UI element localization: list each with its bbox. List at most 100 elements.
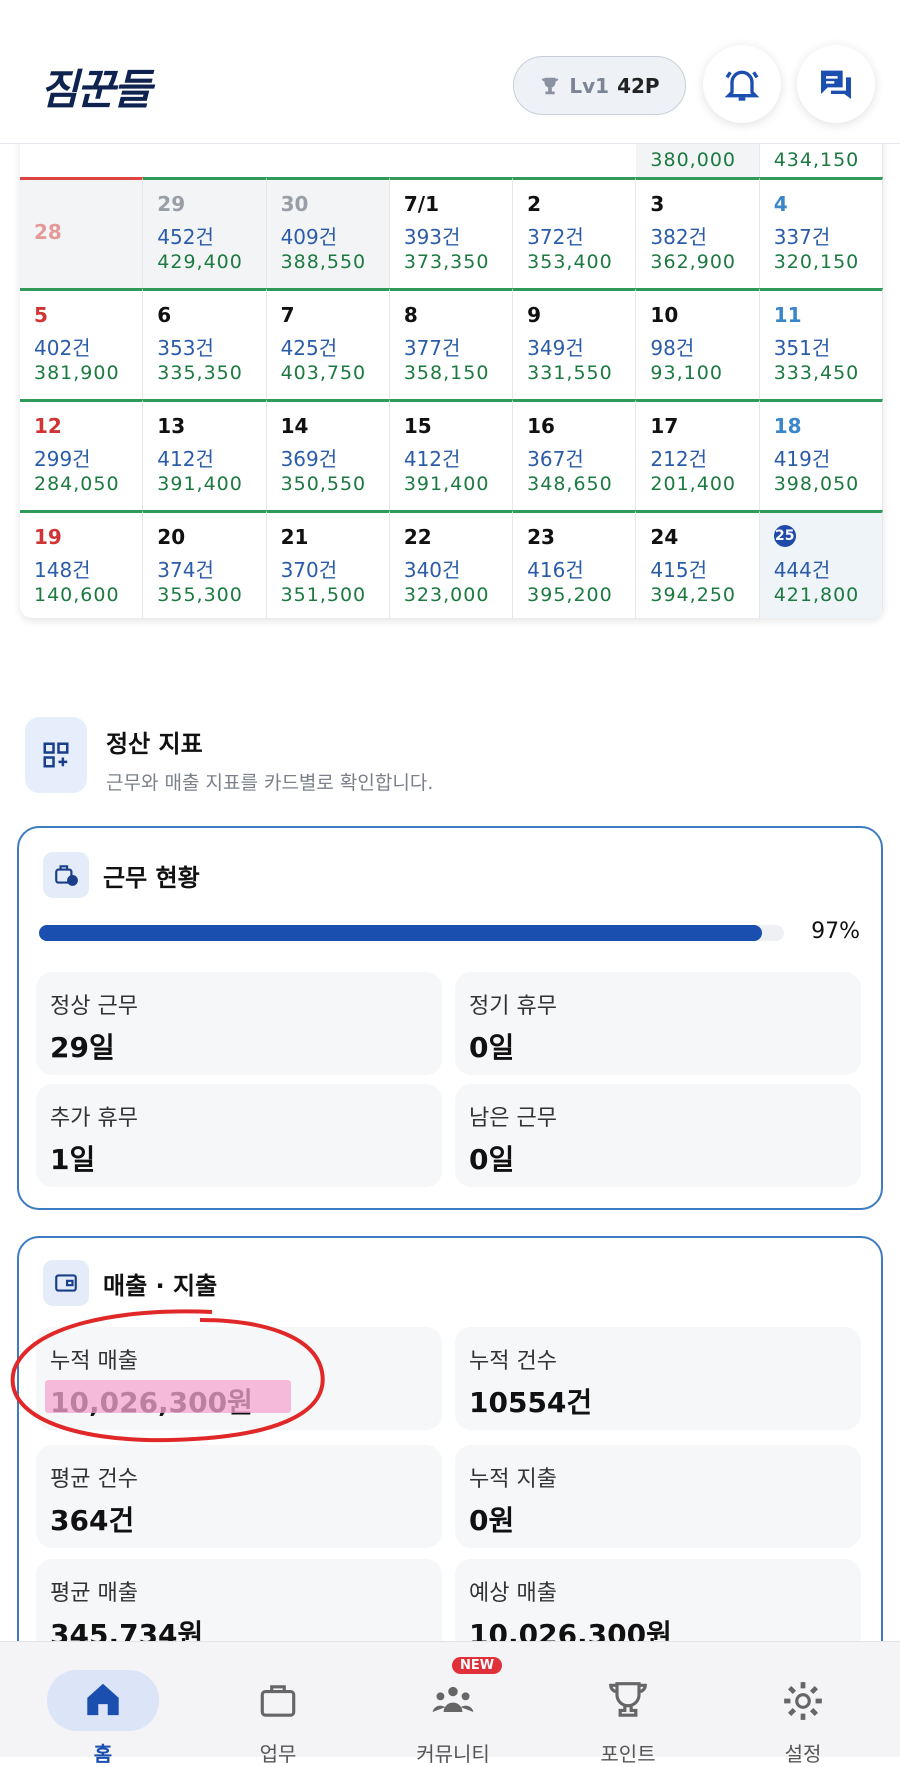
- calendar-cell[interactable]: 17 212건 201,400: [636, 399, 760, 510]
- day-count: 444건: [773, 558, 831, 582]
- calendar-cell[interactable]: 12 299건 284,050: [20, 399, 144, 510]
- calendar-cell[interactable]: 10 98건 93,100: [636, 288, 760, 399]
- day-count: 415건: [650, 558, 707, 582]
- calendar-cell[interactable]: 9 349건 331,550: [513, 288, 637, 399]
- day-amount: 388,550: [280, 251, 367, 273]
- nav-item[interactable]: 업무: [188, 1642, 368, 1766]
- stat-value: 364건: [50, 1504, 135, 1537]
- calendar-cell[interactable]: 18 419건 398,050: [759, 399, 883, 510]
- stat-box: 남은 근무 0일: [455, 1084, 861, 1187]
- calendar-cell[interactable]: 30 409건 388,550: [266, 177, 390, 288]
- day-amount: 391,400: [157, 473, 243, 495]
- stat-box: 추가 휴무 1일: [36, 1084, 442, 1187]
- day-amount: 348,650: [527, 473, 613, 495]
- day-number: 25: [773, 525, 796, 547]
- sales-icon: [43, 1260, 89, 1306]
- day-amount: 335,350: [157, 362, 243, 384]
- calendar-cell[interactable]: 2 372건 353,400: [513, 177, 637, 288]
- bell-icon: [724, 70, 760, 101]
- day-amount: 353,400: [527, 251, 613, 273]
- stat-label: 추가 휴무: [50, 1106, 138, 1131]
- day-count: 374건: [157, 558, 214, 582]
- progress-bar: [39, 925, 762, 941]
- calendar-cell[interactable]: 23 416건 395,200: [513, 510, 637, 618]
- calendar-cell[interactable]: 24 415건 394,250: [636, 510, 760, 618]
- calendar-cell[interactable]: 7/1 393건 373,350: [389, 177, 514, 288]
- day-amount: 398,050: [773, 473, 860, 495]
- day-count: 409건: [280, 225, 338, 249]
- calendar-cell[interactable]: 13 412건 391,400: [143, 399, 267, 510]
- annotation: [10, 1309, 325, 1443]
- day-count: 377건: [403, 336, 461, 360]
- calendar-cell[interactable]: 5 402건 381,900: [20, 288, 144, 399]
- day-number: 20: [157, 525, 186, 549]
- day-count: 337건: [773, 225, 831, 249]
- nav-item[interactable]: 커뮤니티: [363, 1642, 543, 1766]
- calendar-cell[interactable]: 7 425건 403,750: [266, 288, 390, 399]
- day-number: 11: [773, 303, 802, 327]
- day-number: 6: [157, 303, 172, 327]
- calendar-cell[interactable]: 25 444건 421,800: [759, 510, 883, 618]
- day-number: 23: [527, 525, 555, 549]
- notification-button[interactable]: [703, 45, 781, 123]
- day-amount: 331,550: [527, 362, 613, 384]
- day-count: 349건: [527, 336, 584, 360]
- section-title: 정산 지표: [106, 730, 203, 758]
- day-number: 24: [650, 525, 679, 549]
- calendar-cell[interactable]: 20 374건 355,300: [143, 510, 267, 618]
- card-title: 매출 · 지출: [103, 1272, 218, 1300]
- day-number: 28: [34, 220, 62, 244]
- calendar-cell[interactable]: 15 412건 391,400: [389, 399, 514, 510]
- day-amount: 434,150: [773, 149, 860, 171]
- stat-value: 0일: [469, 1143, 515, 1176]
- day-number: 30: [280, 192, 309, 216]
- calendar-cell[interactable]: 19 148건 140,600: [20, 510, 144, 618]
- calendar-cell[interactable]: 16 367건 348,650: [513, 399, 637, 510]
- calendar-cell[interactable]: 11 351건 333,450: [759, 288, 883, 399]
- stat-label: 누적 매출: [50, 1349, 138, 1374]
- progress-label: 97%: [811, 919, 860, 944]
- nav-item[interactable]: 포인트: [538, 1642, 718, 1766]
- stat-label: 남은 근무: [469, 1106, 557, 1131]
- logo[interactable]: 짐꾼들: [40, 65, 152, 114]
- day-number: 8: [403, 303, 418, 327]
- day-number: 2: [527, 192, 542, 216]
- stat-label: 정기 휴무: [469, 994, 557, 1019]
- nav-label: 홈: [93, 1742, 113, 1766]
- day-amount: 93,100: [650, 362, 723, 384]
- day-amount: 323,000: [403, 584, 490, 606]
- nav-item[interactable]: 설정: [713, 1642, 893, 1766]
- day-number: 5: [34, 303, 48, 327]
- calendar-cell[interactable]: 4 337건 320,150: [759, 177, 883, 288]
- stat-label: 평균 건수: [50, 1467, 138, 1492]
- day-number: 17: [650, 414, 679, 438]
- nav-label: 커뮤니티: [416, 1742, 490, 1766]
- stat-box: 누적 건수 10554건: [455, 1327, 861, 1430]
- stat-label: 예상 매출: [469, 1581, 557, 1606]
- calendar-cell[interactable]: 6 353건 335,350: [143, 288, 267, 399]
- nav-label: 설정: [784, 1742, 822, 1766]
- calendar-cell[interactable]: 22 340건 323,000: [389, 510, 514, 618]
- day-number: 21: [280, 525, 309, 549]
- day-count: 367건: [527, 447, 584, 471]
- calendar-cell[interactable]: 28: [20, 177, 144, 288]
- calendar-cell[interactable]: 21 370건 351,500: [266, 510, 390, 618]
- day-amount: 381,900: [34, 362, 120, 384]
- day-amount: 380,000: [650, 149, 736, 171]
- calendar-cell[interactable]: 29 452건 429,400: [143, 177, 267, 288]
- day-number: 29: [157, 192, 186, 216]
- day-amount: 394,250: [650, 584, 736, 606]
- level-pill[interactable]: Lv1 42P: [513, 56, 686, 115]
- nav-item[interactable]: 홈: [13, 1642, 193, 1766]
- calendar-cell[interactable]: 3 382건 362,900: [636, 177, 760, 288]
- day-count: 412건: [403, 447, 461, 471]
- chat-button[interactable]: [797, 45, 875, 123]
- day-count: 372건: [527, 225, 584, 249]
- calendar-cell[interactable]: 8 377건 358,150: [389, 288, 514, 399]
- calendar-cell[interactable]: 14 369건 350,550: [266, 399, 390, 510]
- day-amount: 284,050: [34, 473, 120, 495]
- day-number: 3: [650, 192, 665, 216]
- stat-value: 0원: [469, 1504, 515, 1537]
- stat-label: 누적 지출: [469, 1467, 557, 1492]
- level: Lv1: [569, 73, 610, 98]
